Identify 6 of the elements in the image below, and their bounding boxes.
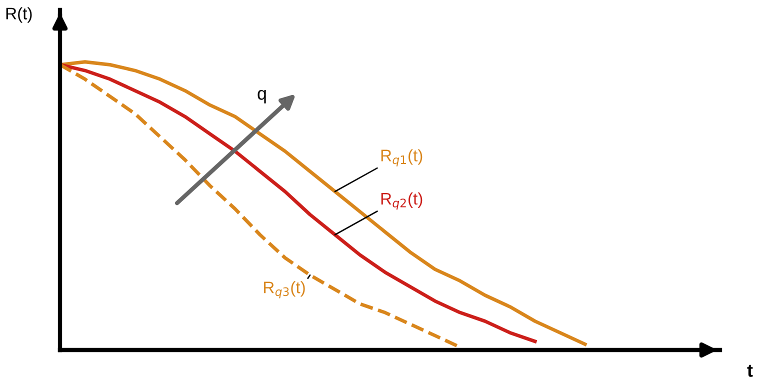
text: R$_{q1}$(t)	[381, 149, 422, 166]
text: R$_{q2}$(t)	[381, 192, 422, 210]
series-label: R$_{q3}$(t)	[264, 281, 305, 298]
y-axis-title: R(t)	[6, 7, 32, 23]
text: t	[747, 364, 753, 377]
annotation: q	[258, 90, 266, 104]
